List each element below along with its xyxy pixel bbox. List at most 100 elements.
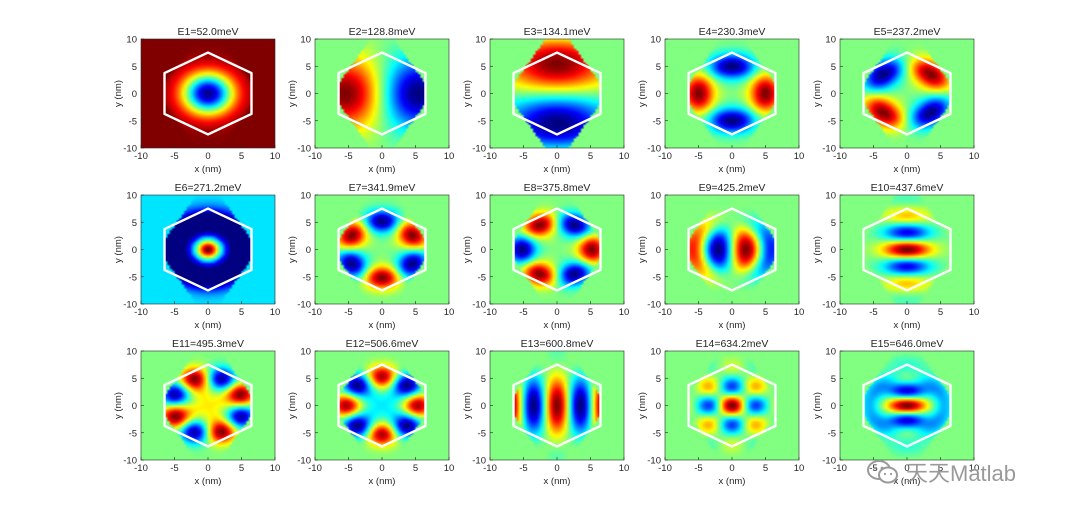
subplot-title: E10=437.6meV xyxy=(871,182,944,194)
x-tick-label: 0 xyxy=(205,463,210,474)
x-tick-label: 0 xyxy=(379,463,384,474)
subplot-12: E12=506.6meV -10 -5 0 5 10 10 5 0 -5 -10 x (nm) y (n… xyxy=(287,338,454,487)
y-tick-label: 10 xyxy=(475,347,486,358)
y-tick-label: 5 xyxy=(656,62,661,73)
y-tick-label: -5 xyxy=(478,272,486,283)
x-tick-label: -10 xyxy=(658,151,672,162)
x-tick-label: 10 xyxy=(444,307,455,318)
x-tick-label: 10 xyxy=(270,307,281,318)
y-tick-label: 0 xyxy=(481,89,486,100)
wechat-icon xyxy=(867,460,898,484)
heatmap-8 xyxy=(490,195,624,304)
hexagon-boundary xyxy=(687,51,777,136)
y-tick-label: 0 xyxy=(306,245,311,256)
heatmap-10 xyxy=(840,195,974,304)
subplot-4: E4=230.3meV -10 -5 0 5 10 10 5 0 -5 -10 x (nm) y (nm… xyxy=(637,26,804,175)
y-tick-label: -10 xyxy=(297,456,311,467)
hexagon-boundary xyxy=(512,51,602,136)
subplot-title: E2=128.8meV xyxy=(349,26,416,38)
y-tick-label: -10 xyxy=(647,456,661,467)
x-tick-label: -10 xyxy=(833,463,847,474)
y-tick-label: 5 xyxy=(656,218,661,229)
y-tick-label: -10 xyxy=(297,300,311,311)
x-tick-label: -5 xyxy=(170,307,178,318)
y-tick-label: 0 xyxy=(831,245,836,256)
y-tick-label: -10 xyxy=(472,144,486,155)
x-tick-label: 5 xyxy=(938,463,943,474)
x-tick-label: 10 xyxy=(794,463,805,474)
x-tick-label: -10 xyxy=(308,307,322,318)
y-axis-label: y (nm) xyxy=(812,236,823,263)
x-tick-label: -5 xyxy=(519,307,527,318)
subplot-7: E7=341.9meV -10 -5 0 5 10 10 5 0 -5 -10 x (nm) y (nm… xyxy=(287,182,454,331)
subplot-2: E2=128.8meV -10 -5 0 5 10 10 5 0 -5 -10 x (nm) y (nm… xyxy=(287,26,454,175)
x-axis-label: x (nm) xyxy=(369,476,396,487)
y-tick-label: 10 xyxy=(126,347,137,358)
x-tick-label: -5 xyxy=(694,307,702,318)
heatmap-4 xyxy=(665,39,799,148)
heatmap-12 xyxy=(315,351,449,460)
x-tick-label: -5 xyxy=(519,151,527,162)
x-axis-label: x (nm) xyxy=(544,164,571,175)
y-tick-label: -5 xyxy=(478,428,486,439)
x-axis-label: x (nm) xyxy=(719,476,746,487)
x-tick-label: -10 xyxy=(833,307,847,318)
hexagon-boundary xyxy=(862,363,952,448)
x-tick-label: 0 xyxy=(554,307,559,318)
y-axis-label: y (nm) xyxy=(462,80,473,107)
heatmap-2 xyxy=(315,39,449,148)
y-tick-label: -5 xyxy=(303,272,311,283)
y-tick-label: 10 xyxy=(126,191,137,202)
heatmap-1 xyxy=(141,39,275,148)
x-axis-label: x (nm) xyxy=(195,476,222,487)
x-tick-label: -5 xyxy=(170,463,178,474)
hexagon-boundary xyxy=(862,51,952,136)
hexagon-boundary xyxy=(163,363,253,448)
subplot-title: E8=375.8meV xyxy=(524,182,591,194)
x-tick-label: 5 xyxy=(588,463,593,474)
hexagon-boundary xyxy=(687,363,777,448)
y-tick-label: 5 xyxy=(306,374,311,385)
x-tick-label: 10 xyxy=(969,307,980,318)
subplot-15: E15=646.0meV -10 -5 0 5 10 10 5 0 -5 -10 x (nm) y (n… xyxy=(812,338,979,487)
x-axis-label: x (nm) xyxy=(544,320,571,331)
y-tick-label: 10 xyxy=(300,35,311,46)
x-tick-label: 5 xyxy=(413,151,418,162)
x-tick-label: -10 xyxy=(658,463,672,474)
y-tick-label: 0 xyxy=(481,401,486,412)
x-tick-label: -10 xyxy=(134,463,148,474)
x-axis-label: x (nm) xyxy=(894,164,921,175)
subplot-8: E8=375.8meV -10 -5 0 5 10 10 5 0 -5 -10 x (nm) y (nm… xyxy=(462,182,629,331)
y-tick-label: -10 xyxy=(822,300,836,311)
subplot-title: E1=52.0meV xyxy=(177,26,238,38)
y-axis-label: y (nm) xyxy=(812,392,823,419)
y-tick-label: -10 xyxy=(123,456,137,467)
y-tick-label: 5 xyxy=(481,374,486,385)
subplot-title: E6=271.2meV xyxy=(175,182,242,194)
x-tick-label: -10 xyxy=(134,307,148,318)
x-tick-label: 0 xyxy=(904,463,909,474)
x-tick-label: 5 xyxy=(763,307,768,318)
x-tick-label: -10 xyxy=(308,151,322,162)
x-tick-label: -10 xyxy=(134,151,148,162)
subplot-14: E14=634.2meV -10 -5 0 5 10 10 5 0 -5 -10 x (nm) y (n… xyxy=(637,338,804,487)
subplot-grid: E1=52.0meV -10 -5 0 5 10 10 5 0 -5 -10 x (nm) y (nm)… xyxy=(113,26,979,487)
x-tick-label: -10 xyxy=(483,151,497,162)
x-tick-label: 0 xyxy=(904,151,909,162)
x-axis-label: x (nm) xyxy=(894,476,921,487)
y-tick-label: 5 xyxy=(132,62,137,73)
y-tick-label: 5 xyxy=(132,218,137,229)
y-tick-label: 5 xyxy=(481,62,486,73)
heatmap-13 xyxy=(490,351,624,460)
x-axis-label: x (nm) xyxy=(719,164,746,175)
x-tick-label: 10 xyxy=(444,463,455,474)
x-axis-label: x (nm) xyxy=(195,320,222,331)
x-tick-label: 5 xyxy=(239,151,244,162)
x-tick-label: 0 xyxy=(379,151,384,162)
x-tick-label: 5 xyxy=(413,307,418,318)
x-tick-label: -5 xyxy=(519,463,527,474)
watermark: 天天Matlab xyxy=(866,456,1016,488)
x-tick-label: 5 xyxy=(938,151,943,162)
y-tick-label: 10 xyxy=(475,191,486,202)
